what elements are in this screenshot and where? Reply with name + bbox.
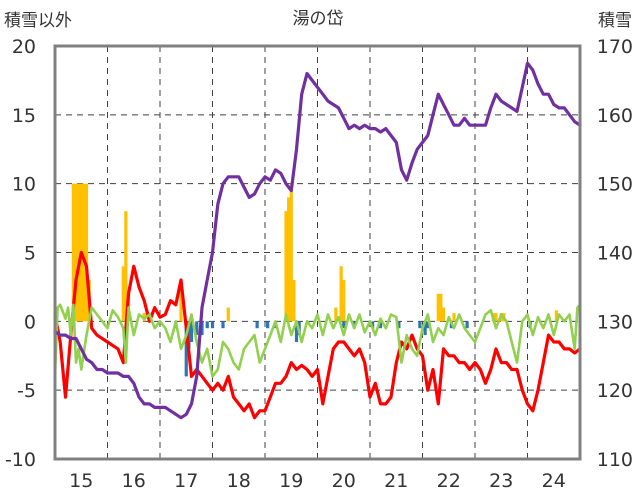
precip-neg-bar xyxy=(221,321,225,329)
left-tick-label: 20 xyxy=(12,36,36,58)
right-tick-label: 120 xyxy=(597,380,633,402)
precip-neg-bar xyxy=(378,321,383,329)
left-axis-title: 積雪以外 xyxy=(4,11,72,31)
series-line-green xyxy=(53,303,582,378)
plot-border xyxy=(53,44,582,461)
grid xyxy=(55,46,580,459)
precip-bar xyxy=(339,266,343,322)
left-tick-label: 10 xyxy=(12,174,36,196)
x-tick-label: 19 xyxy=(279,470,303,492)
precip-bar xyxy=(84,183,89,322)
precip-bar xyxy=(439,293,443,322)
right-tick-label: 130 xyxy=(597,311,633,333)
precip-bar xyxy=(441,307,446,322)
left-tick-label: -10 xyxy=(5,449,36,471)
precip-bar xyxy=(287,197,291,322)
precip-bar xyxy=(494,313,498,322)
precip-bar xyxy=(452,313,456,322)
chart-title: 湯の岱 xyxy=(293,9,344,29)
x-tick-label: 17 xyxy=(174,470,198,492)
precip-bar xyxy=(74,183,78,322)
right-axis-ticks: 110 120 130 140 150 160 170 xyxy=(597,36,633,471)
precip-neg-bar xyxy=(426,321,430,329)
precip-neg-bar xyxy=(266,321,270,329)
precip-neg-bar xyxy=(397,321,401,329)
precip-neg-bar xyxy=(195,321,199,336)
left-tick-label: 5 xyxy=(24,243,36,265)
x-tick-label: 23 xyxy=(489,470,513,492)
precip-neg-bar xyxy=(294,321,299,342)
right-tick-label: 150 xyxy=(597,174,633,196)
x-tick-label: 20 xyxy=(332,470,356,492)
x-tick-label: 16 xyxy=(122,470,146,492)
left-tick-label: -5 xyxy=(17,380,36,402)
right-axis-title: 積雪 xyxy=(598,11,632,31)
precip-neg-bar xyxy=(418,321,422,329)
right-tick-label: 110 xyxy=(597,449,633,471)
precip-neg-bar xyxy=(187,321,191,349)
left-axis-ticks: -10 -5 0 5 10 15 20 xyxy=(5,36,36,471)
x-tick-label: 24 xyxy=(542,470,566,492)
x-tick-label: 18 xyxy=(227,470,251,492)
precip-bar xyxy=(121,266,125,322)
left-tick-label: 0 xyxy=(24,311,36,333)
precip-neg-bar xyxy=(205,321,209,329)
right-tick-label: 170 xyxy=(597,36,633,58)
precip-bar xyxy=(179,280,183,322)
precip-neg-bar xyxy=(465,321,469,329)
precip-bar xyxy=(284,211,288,322)
right-tick-label: 140 xyxy=(597,243,633,265)
series-line-purple xyxy=(53,61,582,420)
x-tick-label: 15 xyxy=(69,470,93,492)
precip-neg-bar xyxy=(184,321,188,377)
x-tick-label: 22 xyxy=(437,470,461,492)
precip-neg-bar xyxy=(255,321,259,329)
precip-bar xyxy=(226,307,230,322)
precip-bar xyxy=(436,293,440,322)
x-axis-ticks: 15 16 17 18 19 20 21 22 23 24 xyxy=(69,470,566,492)
precip-bar xyxy=(342,280,346,322)
precip-bar xyxy=(292,280,296,322)
precip-neg-bar xyxy=(423,321,427,336)
precip-bar xyxy=(71,183,75,322)
right-tick-label: 160 xyxy=(597,105,633,127)
precip-neg-bar xyxy=(210,321,215,329)
precip-bar xyxy=(289,183,293,322)
precip-neg-bar xyxy=(189,321,194,342)
x-tick-label: 21 xyxy=(384,470,408,492)
series-lines xyxy=(53,61,582,420)
precip-bar xyxy=(334,307,338,322)
precip-bar xyxy=(77,183,81,322)
plot-frame xyxy=(53,44,582,461)
precip-neg-bar xyxy=(342,321,346,329)
precip-bar xyxy=(82,183,86,322)
precip-bar xyxy=(124,211,128,322)
left-tick-label: 15 xyxy=(12,105,36,127)
precip-bar xyxy=(554,310,558,322)
